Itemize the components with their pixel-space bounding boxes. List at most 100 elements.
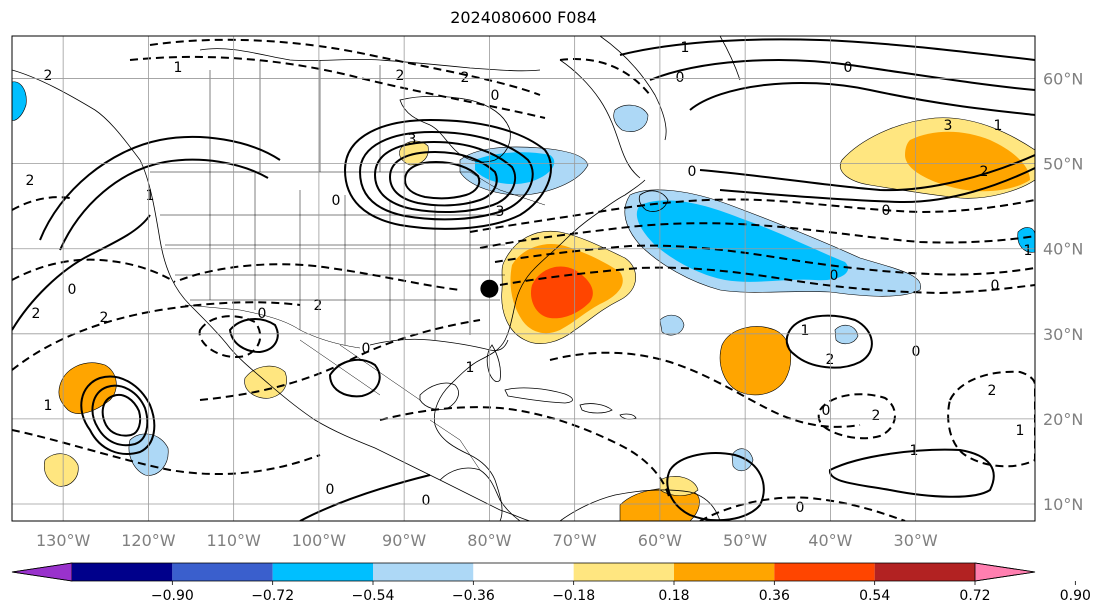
colorbar-ticks: −0.90 −0.72 −0.54 −0.36 −0.18 0.18 0.36 0.54 0.7… (151, 581, 1091, 604)
contour-north-atlantic-3 (689, 82, 1035, 116)
contour-canada-low-4 (388, 150, 498, 207)
map-gridlines (12, 36, 1035, 521)
contour-label: 1 (994, 118, 1003, 134)
contour-neg-subtropic-2 (199, 319, 481, 401)
colorbar-segment (573, 563, 674, 581)
contour-label: 0 (332, 193, 341, 209)
coast-labrador (559, 59, 641, 179)
shade-caribbean (731, 448, 754, 472)
colorbar-extend-low (11, 562, 73, 582)
colorbar-extend-high (974, 562, 1036, 582)
contour-label: 1 (146, 188, 155, 204)
border-states-a (209, 172, 471, 345)
contour-neg-loop-east (817, 393, 896, 440)
contour-neg-arctic-3 (559, 58, 651, 96)
contour-east-south-loop (828, 448, 995, 498)
contour-pacific-low-1 (80, 375, 156, 455)
contour-label: 0 (491, 88, 500, 104)
contour-west-3 (12, 214, 151, 331)
contour-north-atlantic-4 (699, 154, 1035, 192)
colorbar-segment (874, 563, 975, 581)
contour-neg-subtropic-6 (549, 351, 861, 428)
contour-label: 2 (26, 173, 35, 189)
colorbar-tick-label: −0.18 (552, 588, 595, 604)
contour-neg-west-1 (12, 196, 71, 211)
contour-label: 0 (676, 70, 685, 86)
contour-label: 0 (258, 306, 267, 322)
lon-tick-label: 90°W (382, 531, 426, 550)
lon-tick-label: 100°W (292, 531, 347, 550)
lat-tick-label: 40°N (1043, 240, 1083, 259)
coast-yucatan (419, 382, 459, 410)
contour-label: 1 (1024, 243, 1033, 259)
coast-hispaniola (579, 403, 613, 414)
lon-tick-label: 40°W (808, 531, 852, 550)
contour-label: 2 (44, 68, 53, 84)
contour-west-2 (59, 158, 269, 251)
colorbar-tick-label: −0.54 (352, 588, 395, 604)
contour-label: 0 (991, 278, 1000, 294)
contour-south-amer-loop (666, 452, 765, 521)
contour-neg-west-2 (12, 258, 176, 283)
shade-atlantic-negative-core (636, 200, 849, 282)
contour-label: 2 (988, 383, 997, 399)
contour-label: 2 (314, 298, 323, 314)
contour-label: 2 (872, 408, 881, 424)
contour-label: 3 (944, 118, 953, 134)
lon-tick-label: 50°W (723, 531, 767, 550)
longitude-axis: 130°W 120°W 110°W 100°W 90°W 80°W 70°W 60°W 50°W… (36, 531, 938, 550)
colorbar-tick-label: 0.36 (759, 588, 790, 604)
colorbar-segment (674, 563, 775, 581)
contour-label: 0 (362, 341, 371, 357)
contour-label: 2 (461, 70, 470, 86)
contour-label: 3 (408, 132, 417, 148)
coast-south-america (559, 489, 721, 521)
coast-central-america (439, 467, 521, 521)
colorbar-tick-label: −0.72 (251, 588, 294, 604)
contour-label: 1 (681, 40, 690, 56)
contour-neg-loop-east-2 (947, 370, 1035, 468)
contour-canada-low-3 (373, 140, 517, 214)
contour-neg-east-coast-1 (469, 198, 1035, 233)
contour-label: 0 (68, 282, 77, 298)
shade-labrador (613, 104, 649, 132)
colorbar-segment (272, 563, 373, 581)
colorbar-tick-label: −0.90 (151, 588, 194, 604)
figure-title: 2024080600 F084 (450, 8, 597, 27)
shade-east-atlantic (834, 324, 859, 345)
coast-puerto-rico (619, 413, 637, 420)
location-marker (480, 279, 499, 298)
colorbar-segment (473, 563, 574, 581)
contour-neg-subtropic-5 (379, 406, 671, 501)
contour-label: 1 (44, 398, 53, 414)
contour-canada-low-5 (403, 160, 481, 200)
contour-label: 2 (32, 306, 41, 322)
lon-tick-label: 120°W (121, 531, 176, 550)
shade-east-coast-core (530, 266, 593, 319)
colorbar-outline (11, 562, 1036, 582)
lat-tick-label: 60°N (1043, 70, 1083, 89)
positive-contours (12, 38, 1035, 521)
contour-label: 1 (466, 360, 475, 376)
contour-neg-east-coast-4 (499, 266, 1035, 295)
contour-pacific-low-3 (101, 394, 142, 437)
colorbar-tick-label: 0.90 (1060, 588, 1091, 604)
positive-anomaly-shading (43, 117, 1035, 521)
lat-tick-label: 30°N (1043, 325, 1083, 344)
contour-neg-east-coast-2 (479, 222, 1035, 249)
coast-greenland (599, 36, 667, 141)
shade-north-atlantic-mid (905, 131, 1030, 192)
coast-hudson-bay (399, 95, 511, 163)
contour-north-atlantic-1 (619, 38, 1035, 61)
map-frame (11, 35, 1036, 522)
colorbar-tick-label: 0.72 (959, 588, 990, 604)
colorbar-tick-label: 0.18 (658, 588, 689, 604)
lon-tick-label: 30°W (894, 531, 938, 550)
colorbar-tick-label: 0.54 (859, 588, 890, 604)
lat-tick-label: 50°N (1043, 155, 1083, 174)
contour-neg-south (699, 496, 906, 521)
negative-contours (12, 38, 1035, 521)
border-canada-provinces (209, 60, 381, 172)
contour-west-1 (39, 135, 281, 241)
